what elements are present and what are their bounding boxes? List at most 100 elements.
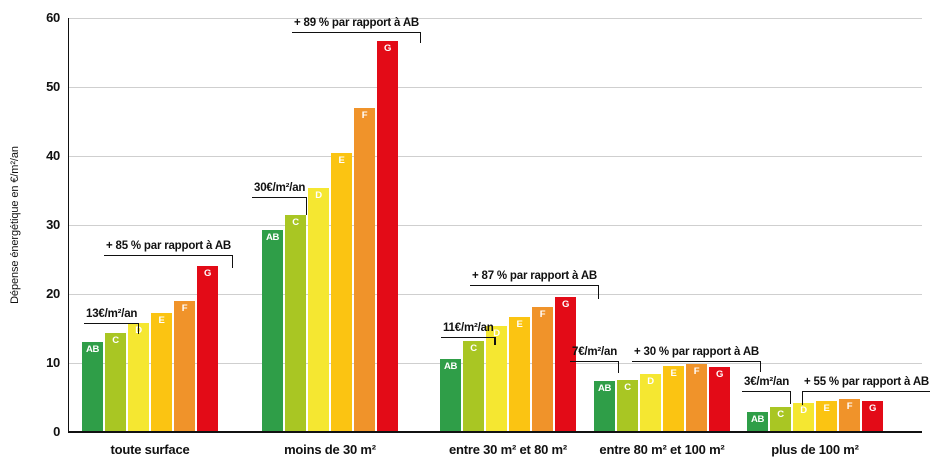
bar-ab: AB	[440, 358, 461, 432]
bar-class-label: AB	[266, 231, 279, 243]
y-tick-label: 50	[46, 79, 60, 94]
annotation-text: 13€/m²/an	[84, 308, 140, 324]
x-category-label: entre 30 m² et 80 m²	[448, 442, 568, 457]
annotation-text: + 89 % par rapport à AB	[292, 17, 422, 33]
y-tick-label: 40	[46, 148, 60, 163]
annotation: + 30 % par rapport à AB	[632, 342, 762, 372]
bar-ab: AB	[82, 342, 103, 432]
bar-e: E	[331, 153, 352, 432]
annotation-leader-line	[306, 198, 308, 215]
x-category-label: toute surface	[110, 442, 190, 457]
x-category-label: plus de 100 m²	[771, 442, 859, 457]
bar-class-label: E	[338, 155, 345, 167]
bar-c: C	[617, 380, 638, 432]
bar-class-label: C	[112, 335, 119, 347]
bar-g: G	[709, 367, 730, 432]
bar-class-label: F	[846, 400, 853, 412]
gridline	[68, 294, 922, 295]
annotation: 7€/m²/an	[570, 342, 620, 373]
bar-class-label: C	[624, 382, 631, 394]
annotation-leader-line	[802, 392, 804, 405]
bar-e: E	[151, 313, 172, 432]
bar-e: E	[663, 365, 684, 432]
y-axis-line	[68, 18, 70, 432]
bar-f: F	[686, 363, 707, 432]
annotation-leader-line	[759, 362, 762, 372]
bar-class-label: C	[777, 409, 784, 421]
gridline	[68, 225, 922, 226]
bar-class-label: G	[869, 402, 876, 414]
annotation: 13€/m²/an	[84, 304, 140, 334]
bar-c: C	[463, 340, 484, 432]
annotation: + 55 % par rapport à AB	[802, 372, 930, 405]
annotation-text: + 30 % par rapport à AB	[632, 346, 762, 362]
bar-f: F	[839, 398, 860, 432]
bar-d: D	[640, 374, 661, 432]
bar-e: E	[816, 400, 837, 432]
bar-class-label: C	[292, 216, 299, 228]
bar-d: D	[793, 403, 814, 432]
bar-class-label: D	[493, 328, 500, 340]
bar-f: F	[174, 300, 195, 432]
bar-ab: AB	[262, 229, 283, 432]
annotation-leader-line	[138, 324, 140, 334]
annotation: + 89 % par rapport à AB	[292, 13, 422, 43]
bar-class-label: G	[204, 268, 211, 280]
bar-class-label: E	[823, 402, 830, 414]
annotation: + 87 % par rapport à AB	[470, 266, 600, 299]
bar-class-label: F	[181, 302, 188, 314]
annotation-leader-line	[494, 338, 496, 345]
y-tick-label: 20	[46, 286, 60, 301]
x-category-label: entre 80 m² et 100 m²	[599, 442, 725, 457]
annotation-text: 11€/m²/an	[441, 322, 496, 338]
bar-class-label: G	[384, 42, 391, 54]
annotation-leader-line	[231, 256, 234, 268]
bar-g: G	[197, 266, 218, 432]
annotation-leader-line	[789, 392, 792, 404]
y-tick-label: 30	[46, 217, 60, 232]
bar-class-label: AB	[444, 360, 457, 372]
bar-class-label: AB	[86, 344, 99, 356]
x-category-label: moins de 30 m²	[284, 442, 376, 457]
gridline	[68, 156, 922, 157]
bar-class-label: F	[539, 309, 546, 321]
annotation-text: 30€/m²/an	[252, 182, 308, 198]
bar-class-label: D	[315, 189, 322, 201]
y-tick-label: 60	[46, 10, 60, 25]
annotation-leader-line	[597, 286, 600, 299]
bar-class-label: G	[562, 298, 569, 310]
annotation-text: + 55 % par rapport à AB	[802, 376, 930, 392]
y-axis-title: Dépense énergétique en €/m²/an	[9, 146, 21, 304]
bar-d: D	[128, 322, 149, 432]
annotation: + 85 % par rapport à AB	[104, 236, 234, 268]
annotation: 11€/m²/an	[441, 318, 496, 345]
bar-d: D	[308, 187, 329, 432]
bar-ab: AB	[747, 411, 768, 432]
bar-c: C	[105, 333, 126, 432]
bar-class-label: G	[716, 369, 723, 381]
bar-class-label: AB	[751, 413, 764, 425]
annotation-text: + 85 % par rapport à AB	[104, 240, 234, 256]
annotation-leader-line	[617, 362, 620, 373]
bar-class-label: D	[647, 376, 654, 388]
bar-d: D	[486, 326, 507, 432]
annotation-text: 3€/m²/an	[742, 376, 792, 392]
gridline	[68, 87, 922, 88]
bar-g: G	[555, 296, 576, 432]
y-tick-label: 0	[53, 424, 60, 439]
bar-class-label: E	[158, 315, 165, 327]
bar-c: C	[770, 407, 791, 432]
annotation: 30€/m²/an	[252, 178, 308, 215]
bar-class-label: D	[800, 405, 807, 417]
bar-g: G	[862, 400, 883, 432]
bar-f: F	[532, 307, 553, 432]
annotation-leader-line	[419, 33, 422, 43]
bar-ab: AB	[594, 380, 615, 432]
bar-g: G	[377, 40, 398, 432]
annotation-text: + 87 % par rapport à AB	[470, 270, 600, 286]
bar-c: C	[285, 214, 306, 432]
bar-class-label: E	[670, 367, 677, 379]
bar-class-label: F	[693, 365, 700, 377]
annotation: 3€/m²/an	[742, 372, 792, 404]
